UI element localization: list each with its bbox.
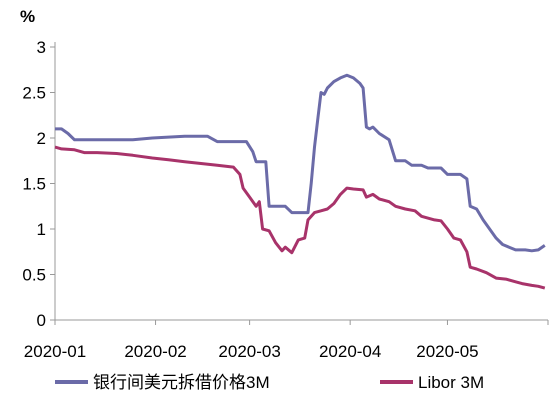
- x-tick-label: 2020-02: [124, 342, 186, 361]
- y-tick-label: 1.5: [22, 175, 46, 194]
- y-tick-label: 3: [37, 38, 46, 57]
- x-tick-label: 2020-04: [319, 342, 381, 361]
- series-lines: [54, 73, 546, 290]
- y-tick-label: 2: [37, 129, 46, 148]
- y-tick-label: 1: [37, 220, 46, 239]
- y-axis-ticks: 0 0.5 1 1.5 2 2.5 3: [22, 38, 55, 330]
- series-line-interbank-usd-3m: [55, 73, 546, 253]
- x-tick-label: 2020-05: [416, 342, 478, 361]
- legend-label-interbank-usd-3m: 银行间美元拆借价格3M: [93, 373, 270, 392]
- legend: 银行间美元拆借价格3M Libor 3M: [55, 373, 484, 392]
- legend-label-libor-3m: Libor 3M: [418, 373, 484, 392]
- y-tick-label: 2.5: [22, 84, 46, 103]
- series-line-libor-3m: [54, 145, 546, 290]
- y-tick-label: 0.5: [22, 266, 46, 285]
- x-tick-label: 2020-03: [218, 342, 280, 361]
- x-tick-label: 2020-01: [24, 342, 86, 361]
- y-axis-unit-label: %: [20, 7, 35, 26]
- x-axis-ticks: 2020-01 2020-02 2020-03 2020-04 2020-05: [24, 320, 549, 361]
- y-tick-label: 0: [37, 311, 46, 330]
